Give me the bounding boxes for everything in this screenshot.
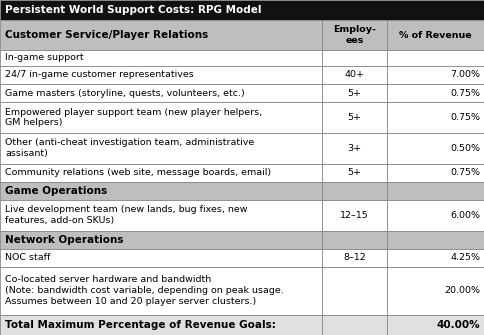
Bar (387, 50, 484, 66)
Text: 5+: 5+ (348, 89, 362, 97)
Bar (387, 66, 484, 84)
Text: 5+: 5+ (348, 113, 362, 122)
Bar (322, 66, 387, 84)
Text: 8–12: 8–12 (343, 253, 366, 262)
Text: 3+: 3+ (348, 144, 362, 153)
Text: Live development team (new lands, bug fixes, new
features, add-on SKUs): Live development team (new lands, bug fi… (5, 205, 247, 225)
Bar (387, 182, 484, 200)
Bar (0, 230, 322, 249)
Text: 12–15: 12–15 (340, 211, 369, 220)
Text: Other (anti-cheat investigation team, administrative
assisant): Other (anti-cheat investigation team, ad… (5, 138, 254, 158)
Text: Employ-
ees: Employ- ees (333, 25, 376, 45)
Text: Customer Service/Player Relations: Customer Service/Player Relations (5, 30, 208, 40)
Bar (322, 163, 387, 182)
Bar (0, 249, 322, 267)
Bar (322, 20, 387, 50)
Bar (0, 267, 322, 315)
Text: 40.00%: 40.00% (437, 320, 480, 330)
Bar (322, 267, 387, 315)
Text: 20.00%: 20.00% (444, 286, 480, 295)
Text: 40+: 40+ (345, 70, 364, 79)
Text: Persistent World Support Costs: RPG Model: Persistent World Support Costs: RPG Mode… (5, 5, 261, 15)
Bar (322, 102, 387, 133)
Bar (0, 133, 322, 163)
Bar (322, 84, 387, 102)
Bar (0, 84, 322, 102)
Text: 0.75%: 0.75% (450, 89, 480, 97)
Text: Network Operations: Network Operations (5, 234, 123, 245)
Bar (322, 315, 387, 335)
Bar (322, 230, 387, 249)
Text: NOC staff: NOC staff (5, 253, 50, 262)
Text: 0.75%: 0.75% (450, 168, 480, 177)
Bar (0, 182, 322, 200)
Bar (387, 267, 484, 315)
Bar (0, 200, 322, 230)
Text: % of Revenue: % of Revenue (399, 31, 472, 40)
Bar (322, 50, 387, 66)
Bar (387, 163, 484, 182)
Text: 5+: 5+ (348, 168, 362, 177)
Bar (387, 133, 484, 163)
Bar (0, 0, 484, 20)
Bar (322, 249, 387, 267)
Bar (322, 182, 387, 200)
Text: Game Operations: Game Operations (5, 186, 107, 196)
Bar (387, 249, 484, 267)
Bar (387, 230, 484, 249)
Text: 0.75%: 0.75% (450, 113, 480, 122)
Text: 4.25%: 4.25% (450, 253, 480, 262)
Text: Empowered player support team (new player helpers,
GM helpers): Empowered player support team (new playe… (5, 108, 262, 127)
Text: In-game support: In-game support (5, 53, 84, 62)
Text: 0.50%: 0.50% (450, 144, 480, 153)
Bar (387, 315, 484, 335)
Bar (0, 102, 322, 133)
Text: 7.00%: 7.00% (450, 70, 480, 79)
Bar (387, 84, 484, 102)
Bar (387, 102, 484, 133)
Bar (0, 20, 322, 50)
Text: Community relations (web site, message boards, email): Community relations (web site, message b… (5, 168, 271, 177)
Bar (322, 200, 387, 230)
Bar (322, 133, 387, 163)
Text: Total Maximum Percentage of Revenue Goals:: Total Maximum Percentage of Revenue Goal… (5, 320, 276, 330)
Bar (0, 66, 322, 84)
Bar (387, 20, 484, 50)
Text: Game masters (storyline, quests, volunteers, etc.): Game masters (storyline, quests, volunte… (5, 89, 245, 97)
Bar (0, 163, 322, 182)
Bar (0, 315, 322, 335)
Bar (0, 50, 322, 66)
Bar (387, 200, 484, 230)
Text: 24/7 in-game customer representatives: 24/7 in-game customer representatives (5, 70, 194, 79)
Text: Co-located server hardware and bandwidth
(Note: bandwidth cost variable, dependi: Co-located server hardware and bandwidth… (5, 275, 284, 306)
Text: 6.00%: 6.00% (450, 211, 480, 220)
